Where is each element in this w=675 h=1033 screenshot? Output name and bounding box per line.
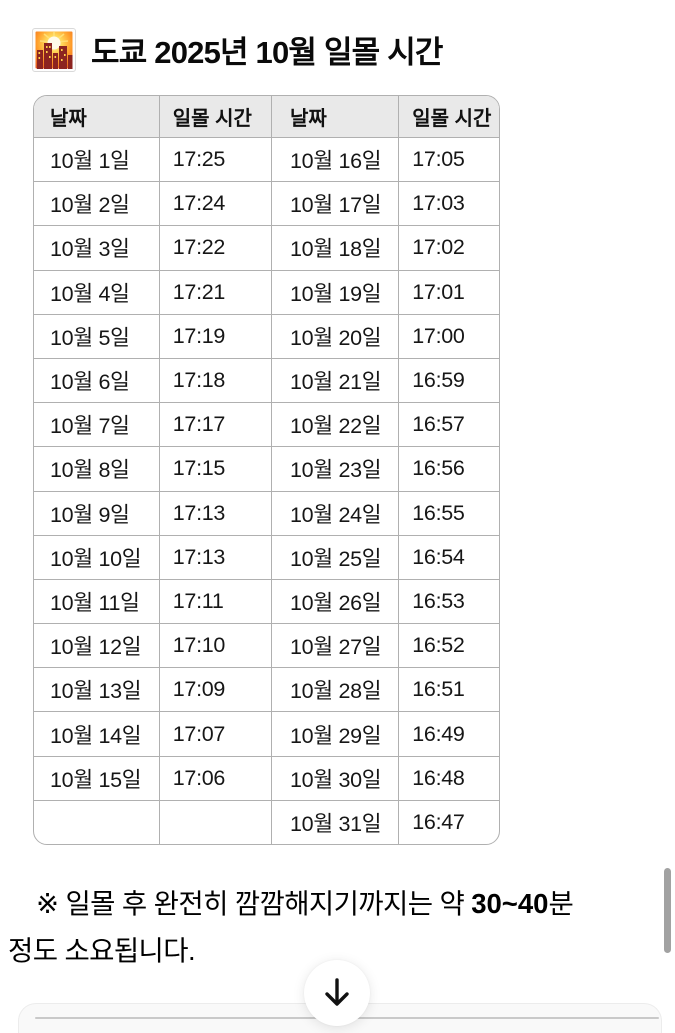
time-cell: 17:06 [159,756,273,801]
time-cell: 16:59 [398,358,499,404]
time-cell: 16:51 [398,667,499,713]
page-header: 도쿄 2025년 10월 일몰 시간 [32,27,443,72]
time-cell: 16:48 [398,756,499,801]
table-row: 10월 3일 17:22 10월 18일 17:02 [34,225,499,271]
date-cell: 10월 12일 [34,623,160,669]
time-cell: 16:47 [412,809,465,834]
date-cell: 10월 3일 [34,225,160,271]
time-cell: 17:15 [159,446,273,492]
table-row: 10월 1일 17:25 10월 16일 17:05 [34,137,499,183]
date-cell: 10월 1일 [34,137,160,183]
sunset-table-body: 10월 1일 17:25 10월 16일 17:05 10월 2일 17:24 10월 17… [34,137,499,844]
scrollbar-thumb[interactable] [664,868,671,953]
time-cell: 17:22 [159,225,273,271]
date-cell: 10월 16일 [271,137,400,183]
date-cell: 10월 21일 [271,358,400,404]
time-cell: 17:02 [398,225,499,271]
table-row: 10월 31일 16:47 [34,800,499,844]
time-cell: 16:49 [398,711,499,757]
table-row: 10월 7일 17:17 10월 22일 16:57 [34,402,499,448]
time-cell: 17:07 [159,711,273,757]
date-cell: 10월 25일 [271,535,400,580]
column-header-time-2: 일몰 시간 [398,96,499,138]
time-cell: 17:17 [159,402,273,448]
date-cell: 10월 6일 [34,358,160,404]
date-cell: 10월 31일 [271,800,400,844]
date-cell: 10월 7일 [34,402,160,448]
table-row: 10월 14일 17:07 10월 29일 16:49 [34,711,499,757]
column-header-date-2: 날짜 [271,96,400,138]
date-cell: 10월 4일 [34,270,160,315]
time-cell: 17:05 [398,137,499,183]
date-cell [34,800,160,844]
footnote-text-1: ※ 일몰 후 완전히 깜깜해지기까지는 약 [36,888,472,919]
table-row: 10월 8일 17:15 10월 23일 16:56 [34,446,499,492]
time-cell: 16:57 [398,402,499,448]
date-cell: 10월 8일 [34,446,160,492]
time-cell: 17:09 [159,667,273,713]
date-cell: 10월 30일 [271,756,400,801]
table-header-row: 날짜 일몰 시간 날짜 일몰 시간 [34,96,499,138]
time-cell [159,800,273,844]
date-cell: 10월 18일 [271,225,400,271]
table-row: 10월 15일 17:06 10월 30일 16:48 [34,756,499,801]
date-cell: 10월 24일 [271,491,400,536]
date-cell: 10월 26일 [271,579,400,625]
sunset-table: 날짜 일몰 시간 날짜 일몰 시간 10월 1일 17:25 10월 16일 17:0… [33,95,500,845]
date-cell: 10월 2일 [34,181,160,227]
time-cell: 17:10 [159,623,273,669]
date-cell: 10월 17일 [271,181,400,227]
table-row: 10월 11일 17:11 10월 26일 16:53 [34,579,499,625]
date-cell: 10월 5일 [34,314,160,359]
date-cell: 10월 28일 [271,667,400,713]
date-cell: 10월 15일 [34,756,160,801]
time-cell: 16:55 [398,491,499,536]
time-cell: 17:21 [159,270,273,315]
date-cell: 10월 14일 [34,711,160,757]
time-cell: 17:11 [159,579,273,625]
time-cell: 17:03 [398,181,499,227]
table-row: 10월 4일 17:21 10월 19일 17:01 [34,270,499,315]
time-cell: 16:52 [398,623,499,669]
date-cell: 10월 10일 [34,535,160,580]
sunset-over-buildings-emoji [32,27,76,72]
time-cell: 17:00 [398,314,499,359]
date-cell: 10월 20일 [271,314,400,359]
date-cell: 10월 13일 [34,667,160,713]
time-cell: 17:19 [159,314,273,359]
table-row: 10월 6일 17:18 10월 21일 16:59 [34,358,499,404]
table-row: 10월 13일 17:09 10월 28일 16:51 [34,667,499,713]
table-row: 10월 5일 17:19 10월 20일 17:00 [34,314,499,359]
time-cell: 16:56 [398,446,499,492]
date-cell: 10월 29일 [271,711,400,757]
table-row: 10월 12일 17:10 10월 27일 16:52 [34,623,499,669]
footnote-bold: 30~40 [471,888,549,919]
page-title: 도쿄 2025년 10월 일몰 시간 [91,35,443,70]
table-row: 10월 9일 17:13 10월 24일 16:55 [34,491,499,536]
time-cell: 17:01 [398,270,499,315]
scroll-down-button[interactable] [304,960,370,1026]
table-row: 10월 2일 17:24 10월 17일 17:03 [34,181,499,227]
time-cell: 17:13 [159,491,273,536]
date-cell: 10월 19일 [271,270,400,315]
footnote-text-2: 분 [548,888,574,919]
arrow-down-icon [325,978,349,1006]
table-row: 10월 10일 17:13 10월 25일 16:54 [34,535,499,580]
time-cell: 16:54 [398,535,499,580]
date-cell: 10월 27일 [271,623,400,669]
time-cell: 17:13 [159,535,273,580]
column-header-time-1: 일몰 시간 [159,96,273,138]
date-cell: 10월 22일 [271,402,400,448]
date-cell: 10월 9일 [34,491,160,536]
footnote-line2: 정도 소요됩니다. [8,935,196,966]
time-cell: 16:53 [398,579,499,625]
time-cell: 17:24 [159,181,273,227]
date-cell: 10월 11일 [34,579,160,625]
time-cell: 17:25 [159,137,273,183]
column-header-date-1: 날짜 [34,96,160,138]
date-cell: 10월 23일 [271,446,400,492]
time-cell: 17:18 [159,358,273,404]
